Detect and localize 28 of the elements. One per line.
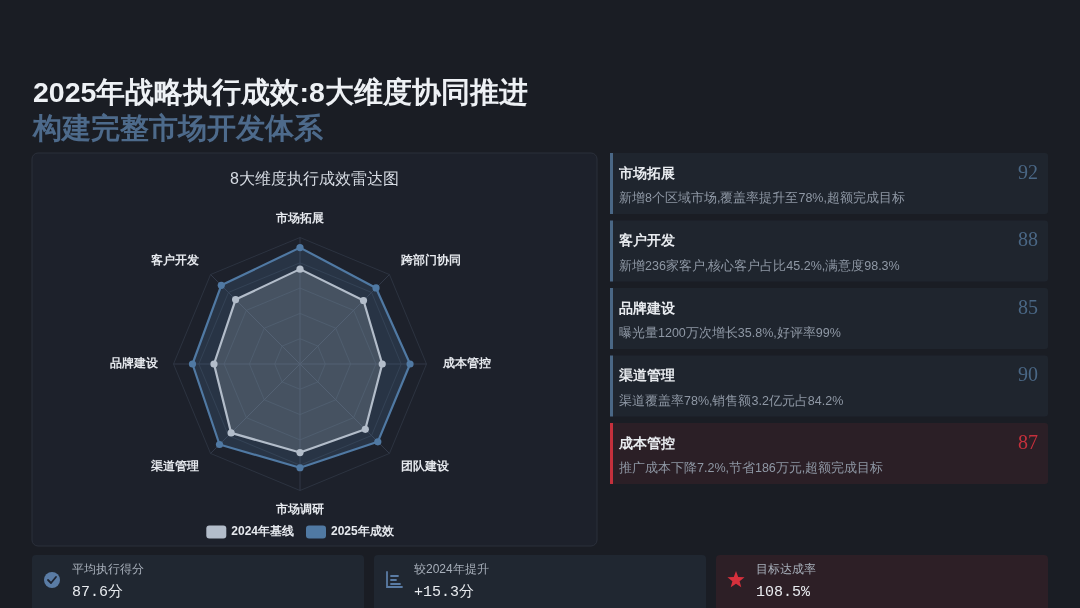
category-label: 品牌建设 xyxy=(619,299,676,316)
spoke-label: 跨部门协同 xyxy=(399,253,461,268)
data-label: 90 xyxy=(1018,363,1038,386)
text: 新增8个区域市场,覆盖率提升至78%,超额完成目标 xyxy=(619,190,905,206)
data-label: 85 xyxy=(1018,295,1038,318)
text: 曝光量1200万次增长35.8%,好评率99% xyxy=(619,325,841,341)
category-label: 成本管控 xyxy=(618,434,675,451)
category-label: 市场拓展 xyxy=(618,164,675,181)
data-label: 92 xyxy=(1018,160,1038,183)
legend-label: 2025年成效 xyxy=(331,524,395,539)
category-label: 客户开发 xyxy=(618,232,675,249)
text: 推广成本下降7.2%,节省186万元,超额完成目标 xyxy=(619,460,884,476)
spoke-label: 团队建设 xyxy=(400,459,450,474)
spoke-label: 客户开发 xyxy=(150,253,200,268)
data-label: 88 xyxy=(1018,228,1038,251)
spoke-label: 市场拓展 xyxy=(275,210,324,225)
spoke-label: 品牌建设 xyxy=(109,356,159,371)
chart-title: 8大维度执行成效雷达图 xyxy=(230,170,399,188)
spoke-label: 成本管控 xyxy=(441,356,491,371)
text: 新增236家客户,核心客户占比45.2%,满意度98.3% xyxy=(619,257,900,273)
text: 2025年战略执行成效:8大维度协同推进 xyxy=(33,76,528,108)
text: 渠道覆盖率78%,销售额3.2亿元占84.2% xyxy=(619,392,844,408)
text: 构建完整市场开发体系 xyxy=(32,112,324,144)
data-label: 87 xyxy=(1018,430,1038,453)
spoke-label: 市场调研 xyxy=(275,501,324,516)
category-label: 渠道管理 xyxy=(618,367,675,384)
legend-label: 2024年基线 xyxy=(231,524,294,539)
spoke-label: 渠道管理 xyxy=(150,459,200,474)
